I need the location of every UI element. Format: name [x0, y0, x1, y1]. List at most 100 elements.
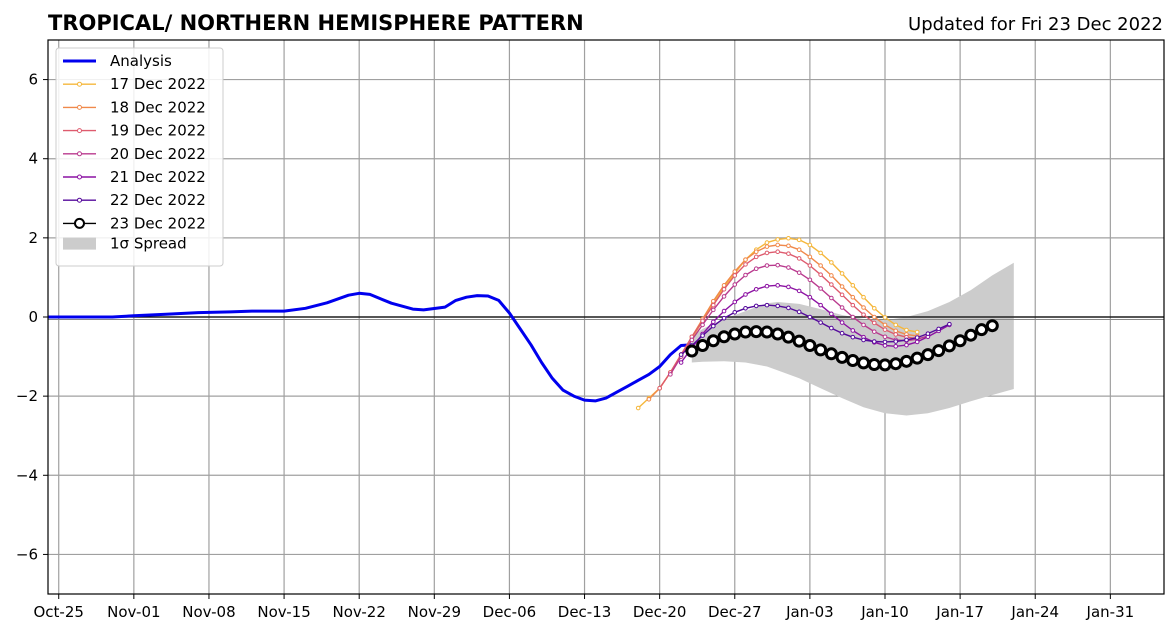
y-tick-label: 4: [28, 150, 38, 168]
series-point: [796, 247, 802, 253]
series-point: [818, 250, 823, 256]
x-tick-label: Oct-25: [34, 603, 84, 621]
series-point: [760, 325, 774, 339]
series-point: [753, 254, 759, 260]
legend-label: 21 Dec 2022: [110, 168, 206, 186]
series-point: [829, 282, 834, 287]
series-point: [829, 295, 834, 301]
series-point: [803, 338, 817, 352]
legend-swatch-marker: [77, 197, 82, 203]
series-point: [893, 343, 899, 349]
series-point: [871, 305, 877, 311]
series-point: [871, 320, 877, 326]
series-point: [942, 339, 956, 353]
series-point: [850, 302, 856, 308]
plot-frame: [47, 39, 1165, 595]
series-point: [775, 262, 780, 268]
series-point: [668, 372, 673, 377]
x-tick-label: Nov-22: [333, 603, 386, 621]
series-point: [657, 385, 662, 391]
legend-swatch-marker: [77, 174, 82, 180]
series-point: [953, 334, 967, 348]
series-point: [764, 263, 770, 268]
series-point: [696, 338, 710, 352]
series-point: [882, 334, 888, 340]
series-point: [764, 240, 770, 245]
x-tick-label: Nov-15: [257, 603, 310, 621]
series-point: [753, 249, 759, 255]
x-tick-label: Nov-01: [107, 603, 160, 621]
x-tick-label: Dec-06: [483, 603, 537, 621]
series-point: [871, 339, 877, 344]
series-point: [796, 270, 802, 275]
analysis-line: [48, 291, 692, 403]
series-point: [721, 294, 727, 299]
series-point: [824, 347, 838, 361]
series-point: [839, 305, 845, 310]
series-point: [732, 273, 738, 278]
series-point: [861, 322, 866, 328]
series-point: [764, 250, 770, 256]
series-point: [914, 329, 920, 335]
series-point: [732, 282, 738, 287]
series-point: [850, 283, 856, 288]
series-point: [678, 360, 684, 365]
x-tick-label: Jan-17: [935, 603, 984, 621]
series-point: [882, 322, 888, 328]
series-point: [721, 287, 727, 292]
series-point: [893, 328, 899, 334]
series-point: [975, 323, 989, 337]
series-point: [807, 254, 813, 260]
series-point: [829, 325, 834, 331]
series-point: [839, 271, 845, 276]
series-point: [786, 265, 791, 270]
series-point: [775, 237, 780, 242]
legend-label-spread: 1σ Spread: [110, 235, 187, 253]
y-tick-label: −6: [16, 545, 38, 563]
y-tick-label: −2: [16, 387, 38, 405]
series-point: [743, 292, 748, 297]
series-point: [814, 343, 828, 357]
series-point: [792, 334, 806, 348]
series-point: [796, 309, 802, 315]
series-point: [721, 315, 727, 321]
series-point: [775, 283, 780, 288]
series-point: [749, 325, 763, 339]
series-point: [775, 249, 780, 255]
series-23-dec-2022: [685, 319, 999, 372]
series-point: [829, 260, 834, 265]
x-tick-label: Nov-08: [182, 603, 235, 621]
series-point: [743, 305, 748, 311]
series-point: [807, 314, 813, 320]
series-point: [850, 334, 856, 340]
series-point: [861, 312, 866, 317]
legend-label: 19 Dec 2022: [110, 122, 206, 140]
series-point: [743, 272, 748, 278]
series-point: [711, 307, 716, 313]
axes: Oct-25 Nov-01 Nov-08 Nov-15 Nov-22 Nov-29 Dec-…: [16, 39, 1165, 621]
series-point: [743, 262, 748, 267]
series-point: [771, 327, 785, 341]
series-point: [689, 337, 695, 343]
series-point: [947, 321, 952, 327]
legend-label-analysis: Analysis: [110, 52, 172, 70]
series-point: [882, 327, 888, 332]
y-tick-label: 0: [28, 308, 38, 326]
series-point: [786, 251, 791, 256]
series-point: [936, 326, 941, 332]
series-point: [921, 348, 935, 362]
chart-subtitle: Updated for Fri 23 Dec 2022: [908, 14, 1163, 35]
legend-label: 18 Dec 2022: [110, 98, 206, 116]
series-point: [711, 323, 716, 329]
series-point: [882, 339, 888, 345]
series-point: [807, 263, 813, 268]
series-point: [964, 328, 978, 342]
series-point: [882, 343, 888, 348]
series-point: [764, 302, 770, 308]
series-point: [899, 354, 913, 368]
series-point: [850, 314, 856, 320]
series-point: [796, 288, 802, 294]
series-point: [796, 256, 802, 261]
series-point: [764, 244, 770, 249]
